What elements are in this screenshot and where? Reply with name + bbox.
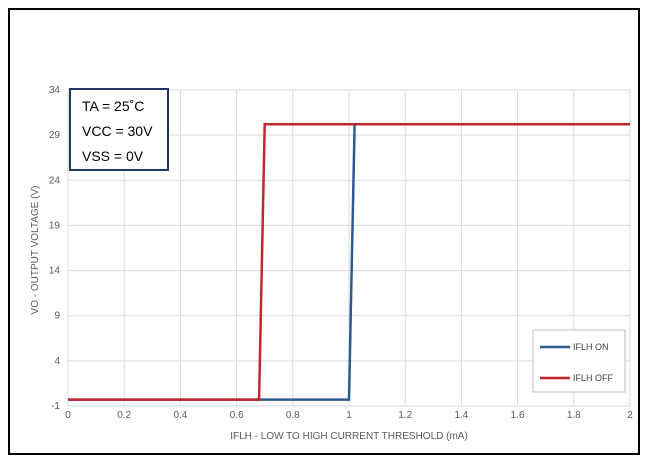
conditions-box: TA = 25˚C VCC = 30V VSS = 0V bbox=[69, 88, 169, 171]
y-tick-label: 24 bbox=[49, 175, 61, 186]
x-tick-label: 0.4 bbox=[173, 410, 187, 421]
legend-label-off: IFLH OFF bbox=[573, 373, 614, 383]
y-tick-label: 14 bbox=[49, 266, 61, 277]
x-tick-label: 0.2 bbox=[117, 410, 131, 421]
series-lines bbox=[68, 123, 630, 401]
x-axis-title: IFLH - LOW TO HIGH CURRENT THRESHOLD (mA… bbox=[230, 431, 468, 442]
x-tick-label: 1.8 bbox=[567, 410, 581, 421]
condition-vcc: VCC = 30V bbox=[82, 123, 153, 139]
y-tick-label: -1 bbox=[51, 401, 60, 412]
legend-label-on: IFLH ON bbox=[573, 342, 609, 352]
x-tick-label: 1 bbox=[346, 410, 352, 421]
x-tick-label: 0.6 bbox=[230, 410, 244, 421]
series-line-ifl-off bbox=[68, 123, 630, 401]
x-tick-label: 1.2 bbox=[398, 410, 412, 421]
y-tick-label: 19 bbox=[49, 220, 61, 231]
condition-ta: TA = 25˚C bbox=[82, 98, 144, 114]
x-tick-label: 0.8 bbox=[286, 410, 300, 421]
y-tick-labels: -1 4 9 14 19 24 29 34 bbox=[49, 85, 61, 412]
y-axis-title: VO - OUTPUT VOLTAGE (V) bbox=[30, 186, 41, 315]
chart-frame bbox=[8, 8, 640, 455]
legend: IFLH ON IFLH OFF bbox=[532, 329, 626, 393]
y-tick-label: 34 bbox=[49, 85, 61, 96]
y-tick-label: 9 bbox=[54, 311, 60, 322]
y-tick-label: 29 bbox=[49, 130, 61, 141]
x-tick-label: 1.4 bbox=[454, 410, 468, 421]
condition-vss: VSS = 0V bbox=[82, 148, 144, 164]
y-tick-label: 4 bbox=[54, 356, 60, 367]
x-tick-label: 0 bbox=[65, 410, 71, 421]
x-tick-labels: 0 0.2 0.4 0.6 0.8 1 1.2 1.4 1.6 1.8 2 bbox=[65, 410, 633, 421]
x-tick-label: 1.6 bbox=[511, 410, 525, 421]
x-tick-label: 2 bbox=[627, 410, 633, 421]
